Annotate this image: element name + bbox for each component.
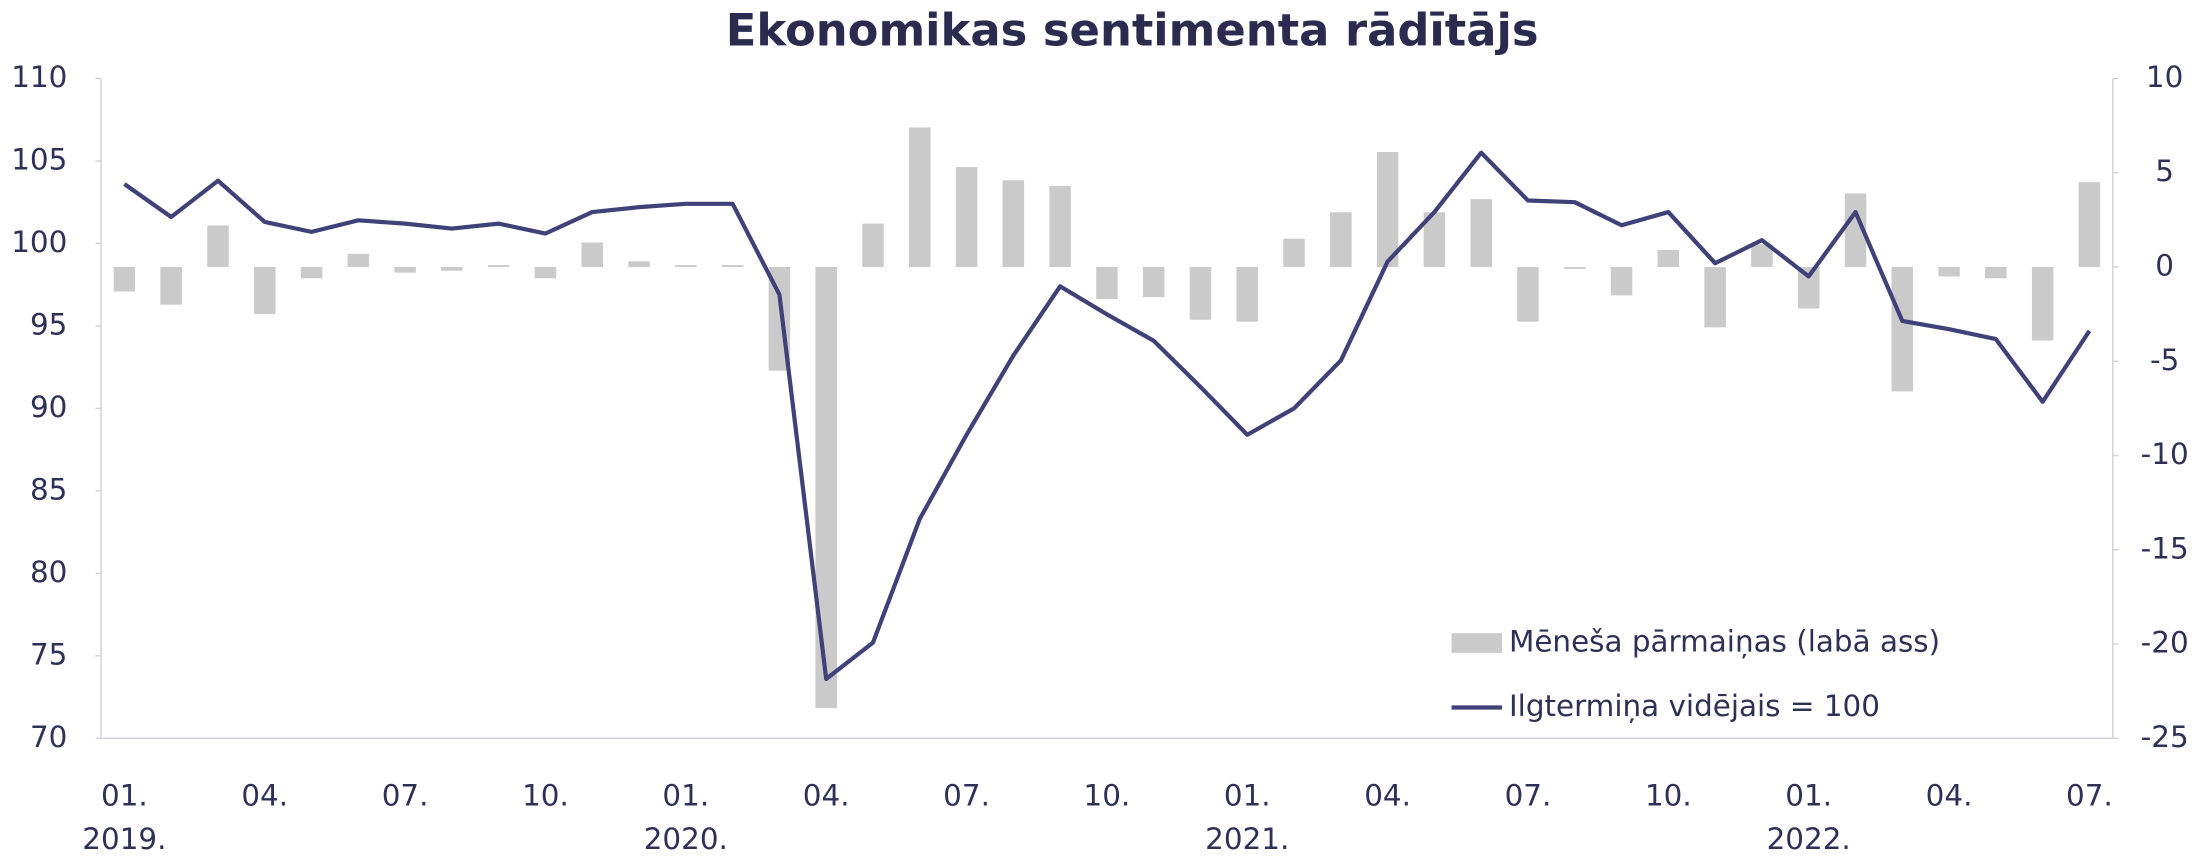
bar [1610, 266, 1633, 296]
x-tick-label: 10. [1645, 779, 1692, 813]
bar [1891, 266, 1914, 392]
bar [862, 223, 884, 267]
bar [300, 266, 323, 279]
bar [908, 127, 931, 267]
x-year-label: 2020. [644, 822, 728, 856]
y-tick-label: 70 [30, 720, 67, 754]
bar [1002, 180, 1025, 267]
bar [394, 266, 416, 273]
x-tick-label: 10. [522, 779, 569, 813]
bar [1844, 193, 1867, 267]
bar [1704, 266, 1726, 328]
y-tick-label: 90 [30, 390, 67, 424]
bar [1096, 266, 1118, 300]
bar [1423, 212, 1446, 267]
bar [2031, 266, 2054, 341]
bar [113, 266, 136, 292]
y2-tick-label: -5 [2150, 343, 2179, 377]
x-tick-label: 04. [1364, 779, 1411, 813]
x-year-label: 2021. [1205, 822, 1289, 856]
bar [253, 266, 276, 315]
y-tick-label: 100 [11, 225, 67, 259]
bar [628, 261, 650, 267]
x-tick-label: 07. [943, 779, 990, 813]
x-tick-label: 04. [803, 779, 850, 813]
y-tick-label: 105 [11, 142, 67, 176]
bar [675, 265, 697, 267]
bar [1470, 199, 1492, 267]
bar [1517, 266, 1539, 322]
legend-label: Ilgtermiņa vidējais = 100 [1509, 689, 1880, 723]
x-tick-label: 04. [241, 779, 288, 813]
bar [1283, 238, 1305, 267]
bar [1985, 266, 2007, 279]
bar [1049, 185, 1071, 267]
x-year-label: 2022. [1767, 822, 1851, 856]
x-tick-label: 01. [1224, 779, 1271, 813]
y2-tick-label: 5 [2155, 154, 2174, 188]
bar [1938, 266, 1960, 277]
y2-tick-label: 10 [2146, 60, 2183, 94]
x-tick-label: 01. [101, 779, 148, 813]
bar [1189, 266, 1212, 320]
y-tick-label: 75 [30, 637, 67, 671]
bar [721, 265, 744, 267]
x-tick-label: 10. [1084, 779, 1131, 813]
y2-tick-label: -15 [2141, 531, 2189, 565]
bar [1236, 266, 1259, 322]
y-tick-label: 85 [30, 472, 67, 506]
x-tick-label: 07. [382, 779, 429, 813]
bar [1330, 212, 1352, 267]
legend-swatch [1451, 633, 1502, 653]
y2-tick-label: -10 [2141, 437, 2189, 471]
bar [441, 266, 463, 271]
x-tick-label: 04. [1926, 779, 1973, 813]
y-tick-label: 95 [30, 307, 67, 341]
y2-tick-label: 0 [2155, 248, 2174, 282]
y2-tick-label: -25 [2141, 720, 2189, 754]
bar [1797, 266, 1820, 309]
legend-label: Mēneša pārmaiņas (labā ass) [1509, 625, 1940, 659]
bar [1376, 151, 1399, 267]
bar [347, 253, 370, 267]
bar [815, 266, 837, 709]
y-tick-label: 110 [11, 60, 67, 94]
x-year-label: 2019. [82, 822, 166, 856]
x-tick-label: 01. [1785, 779, 1832, 813]
chart-title: Ekonomikas sentimenta rādītājs [726, 4, 1539, 57]
bar [1657, 250, 1680, 267]
y-tick-label: 80 [30, 555, 67, 589]
x-tick-label: 07. [1505, 779, 1552, 813]
line [123, 150, 2092, 682]
bar [1142, 266, 1165, 298]
x-tick-label: 01. [662, 779, 709, 813]
bar [160, 266, 182, 305]
x-tick-label: 07. [2066, 779, 2113, 813]
bar [487, 265, 510, 267]
bar [955, 167, 978, 267]
bar [1751, 244, 1773, 267]
y2-tick-label: -20 [2141, 626, 2189, 660]
bar [581, 242, 604, 267]
bar [534, 266, 557, 279]
bar [2078, 182, 2101, 267]
bar [1564, 266, 1586, 269]
bar [207, 225, 229, 267]
